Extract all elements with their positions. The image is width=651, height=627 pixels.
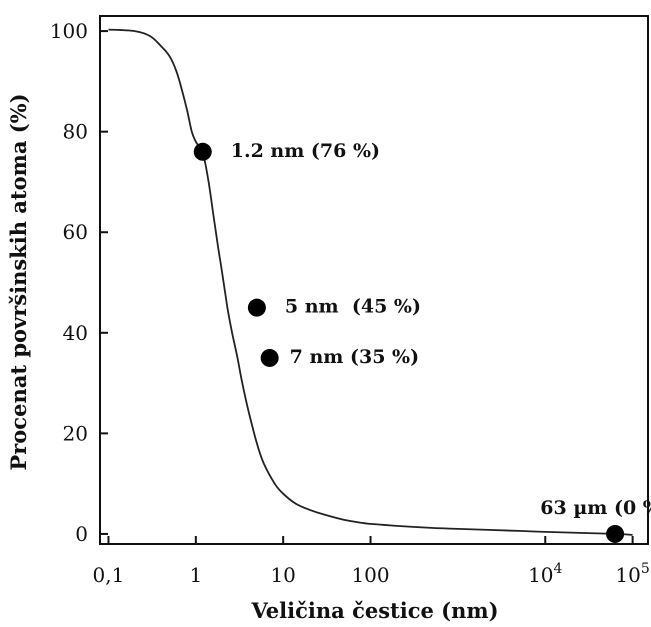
data-point [193, 142, 212, 161]
x-tick-label: 104 [528, 561, 562, 587]
y-tick-label: 20 [63, 421, 88, 445]
x-tick-label: 0,1 [93, 563, 125, 587]
y-tick-label: 60 [63, 220, 88, 244]
data-point-label: 7 nm (35 %) [290, 346, 419, 368]
x-tick-label: 1 [189, 563, 202, 587]
x-axis-label: Veličina čestice (nm) [250, 598, 498, 623]
data-point [606, 524, 625, 543]
x-tick-label: 105 [615, 561, 649, 587]
y-tick-label: 80 [63, 120, 88, 144]
data-markers [193, 142, 625, 543]
data-point-label: 63 µm (0 %) [540, 497, 651, 519]
y-tick-label: 0 [75, 522, 88, 546]
data-point-label: 1.2 nm (76 %) [231, 140, 380, 162]
axis-ticks [100, 30, 634, 544]
x-tick-labels: 0,1 1 10 100 104 105 [93, 561, 650, 587]
y-tick-label: 40 [63, 321, 88, 345]
data-labels: 1.2 nm (76 %) 5 nm (45 %) 7 nm (35 %) 63 µm… [231, 140, 651, 519]
data-point [247, 298, 266, 317]
y-tick-label: 100 [50, 19, 88, 43]
y-axis-label: Procenat površinskih atoma (%) [6, 93, 31, 470]
data-curve [108, 28, 633, 536]
plot-frame [99, 15, 649, 545]
x-tick-label: 10 [270, 563, 295, 587]
x-tick-label: 100 [351, 563, 389, 587]
y-tick-labels: 0 20 40 60 80 100 [50, 19, 88, 546]
data-point [260, 348, 279, 367]
data-point-label: 5 nm (45 %) [285, 296, 421, 318]
